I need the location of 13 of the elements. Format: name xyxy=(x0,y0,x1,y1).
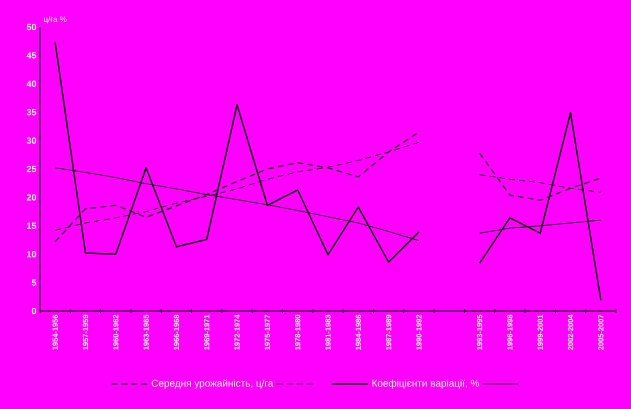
legend-label: Середня урожайність, ц/га xyxy=(152,379,274,389)
y-tick-label: 40 xyxy=(26,80,36,87)
y-tick-label: 25 xyxy=(26,166,36,172)
y-tick-label: 45 xyxy=(26,52,36,59)
y-tick-label: 10 xyxy=(27,251,36,258)
legend-label: Коефіцієнти варіації, % xyxy=(372,379,479,389)
y-tick-label: 50 xyxy=(26,24,36,30)
y-tick-label: 5 xyxy=(32,279,36,286)
y-tick-label: 30 xyxy=(26,137,36,144)
y-tick-label: 20 xyxy=(26,194,36,201)
y-tick-label: 15 xyxy=(27,222,36,229)
y-tick-label: 35 xyxy=(26,109,36,116)
y-tick-label: 0 xyxy=(32,308,36,314)
